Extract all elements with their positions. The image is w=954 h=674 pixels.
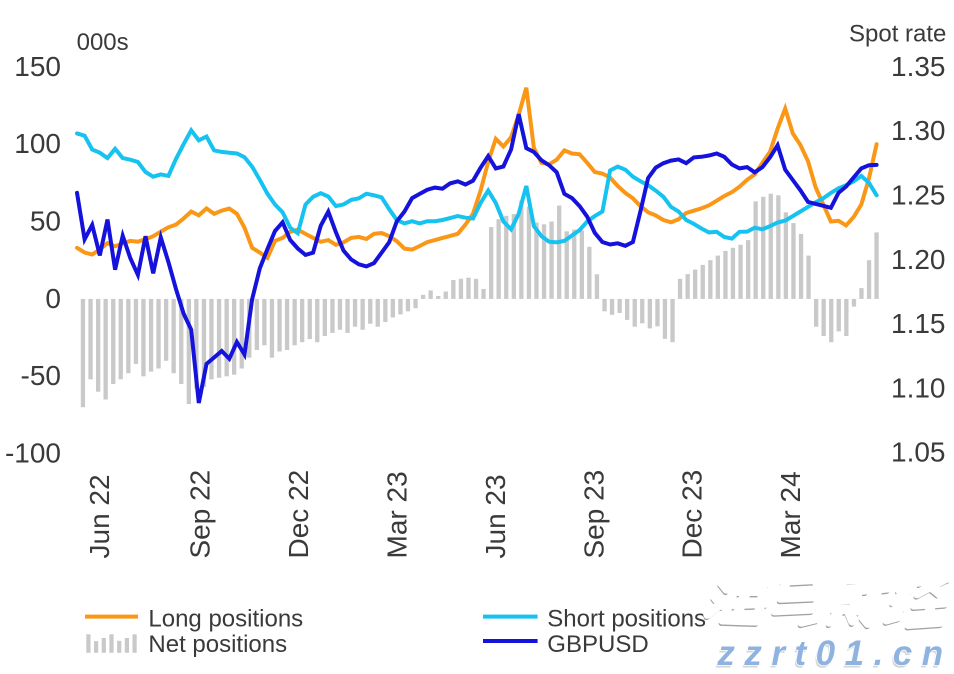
svg-text:Spot rate: Spot rate: [849, 21, 946, 48]
svg-text:50: 50: [30, 206, 61, 237]
svg-text:Mar 23: Mar 23: [381, 471, 412, 558]
svg-text:1.25: 1.25: [891, 180, 946, 211]
svg-text:Long positions: Long positions: [148, 605, 303, 632]
svg-text:1.35: 1.35: [891, 51, 946, 82]
svg-text:-50: -50: [21, 360, 61, 391]
svg-text:GBPUSD: GBPUSD: [547, 631, 648, 658]
svg-text:zzrt01.cn: zzrt01.cn: [715, 637, 951, 670]
svg-text:zzrt01.cn: zzrt01.cn: [716, 634, 952, 669]
svg-text:100: 100: [14, 128, 61, 159]
svg-text:1.30: 1.30: [891, 115, 946, 146]
svg-text:Mar 24: Mar 24: [775, 471, 806, 558]
svg-text:Sep 22: Sep 22: [185, 470, 216, 559]
svg-text:Jun 23: Jun 23: [480, 474, 511, 558]
svg-text:-100: -100: [5, 438, 61, 469]
svg-text:1.20: 1.20: [891, 244, 946, 275]
svg-text:Sep 23: Sep 23: [578, 470, 609, 559]
svg-text:Net positions: Net positions: [148, 631, 287, 658]
svg-text:Dec 23: Dec 23: [677, 470, 708, 559]
svg-text:150: 150: [14, 51, 61, 82]
svg-text:Short positions: Short positions: [547, 605, 706, 632]
svg-text:1.10: 1.10: [891, 372, 946, 403]
svg-text:1.15: 1.15: [891, 308, 946, 339]
svg-text:1.05: 1.05: [891, 437, 946, 468]
svg-text:Dec 22: Dec 22: [283, 470, 314, 559]
svg-text:000s: 000s: [77, 29, 129, 56]
svg-text:0: 0: [45, 283, 61, 314]
svg-text:Jun 22: Jun 22: [84, 474, 115, 558]
